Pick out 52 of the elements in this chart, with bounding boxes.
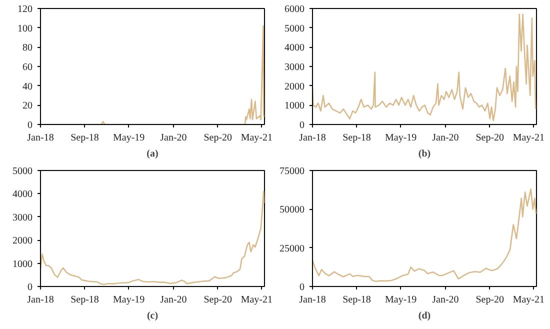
x-tick-label: May-21 — [512, 132, 545, 144]
y-tick-label: 5000 — [284, 23, 304, 34]
y-tick-label: 0 — [28, 282, 32, 293]
x-tick-label: May-21 — [240, 132, 273, 144]
y-tick-label: 60 — [22, 62, 32, 73]
y-tick-label: 6000 — [284, 4, 304, 15]
x-axis-title: (a) — [146, 148, 158, 160]
y-tick-label: 100 — [18, 23, 32, 34]
x-tick-label: May-19 — [384, 294, 417, 306]
x-tick-label: Sep-20 — [476, 132, 504, 144]
x-tick-label: May-19 — [384, 132, 417, 144]
y-tick-label: 4000 — [12, 189, 32, 200]
x-tick-label: Jan-20 — [432, 132, 459, 144]
y-tick-label: 0 — [300, 120, 304, 131]
x-tick-label: May-19 — [112, 294, 145, 306]
y-tick-label: 3000 — [284, 62, 304, 73]
y-tick-label: 120 — [18, 4, 32, 15]
x-tick-label: Jan-20 — [160, 132, 187, 144]
x-tick-label: Sep-18 — [70, 132, 99, 144]
y-tick-label: 50000 — [280, 204, 304, 216]
x-tick-label: Jan-18 — [27, 132, 54, 144]
y-tick-label: 3000 — [12, 212, 32, 224]
x-tick-label: May-21 — [240, 294, 273, 306]
y-tick-label: 2000 — [284, 81, 304, 92]
x-axis-title: (d) — [418, 310, 431, 322]
y-tick-label: 4000 — [284, 42, 304, 54]
x-tick-label: Sep-18 — [70, 294, 99, 306]
y-tick-label: 25000 — [280, 243, 304, 254]
y-tick-label: 20 — [22, 100, 32, 112]
y-tick-label: 75000 — [280, 166, 304, 177]
x-tick-label: Jan-20 — [432, 294, 459, 306]
x-tick-label: Jan-18 — [27, 294, 54, 306]
y-tick-label: 1000 — [284, 100, 304, 112]
y-tick-label: 80 — [22, 42, 32, 54]
y-tick-label: 1000 — [12, 258, 32, 270]
y-tick-label: 0 — [300, 282, 304, 293]
x-axis-title: (b) — [418, 148, 431, 160]
y-tick-label: 2000 — [12, 236, 32, 247]
x-tick-label: Sep-18 — [342, 294, 371, 306]
x-tick-label: Sep-20 — [204, 294, 232, 306]
x-tick-label: May-21 — [512, 294, 545, 306]
y-tick-label: 40 — [22, 81, 32, 92]
x-tick-label: Sep-20 — [476, 294, 504, 306]
x-tick-label: Jan-20 — [160, 294, 187, 306]
x-tick-label: May-19 — [112, 132, 145, 144]
x-tick-label: Sep-18 — [342, 132, 371, 144]
x-tick-label: Sep-20 — [204, 132, 232, 144]
x-tick-label: Jan-18 — [299, 294, 326, 306]
x-tick-label: Jan-18 — [299, 132, 326, 144]
y-tick-label: 5000 — [12, 166, 32, 177]
x-axis-title: (c) — [146, 310, 158, 322]
y-tick-label: 0 — [28, 120, 32, 131]
